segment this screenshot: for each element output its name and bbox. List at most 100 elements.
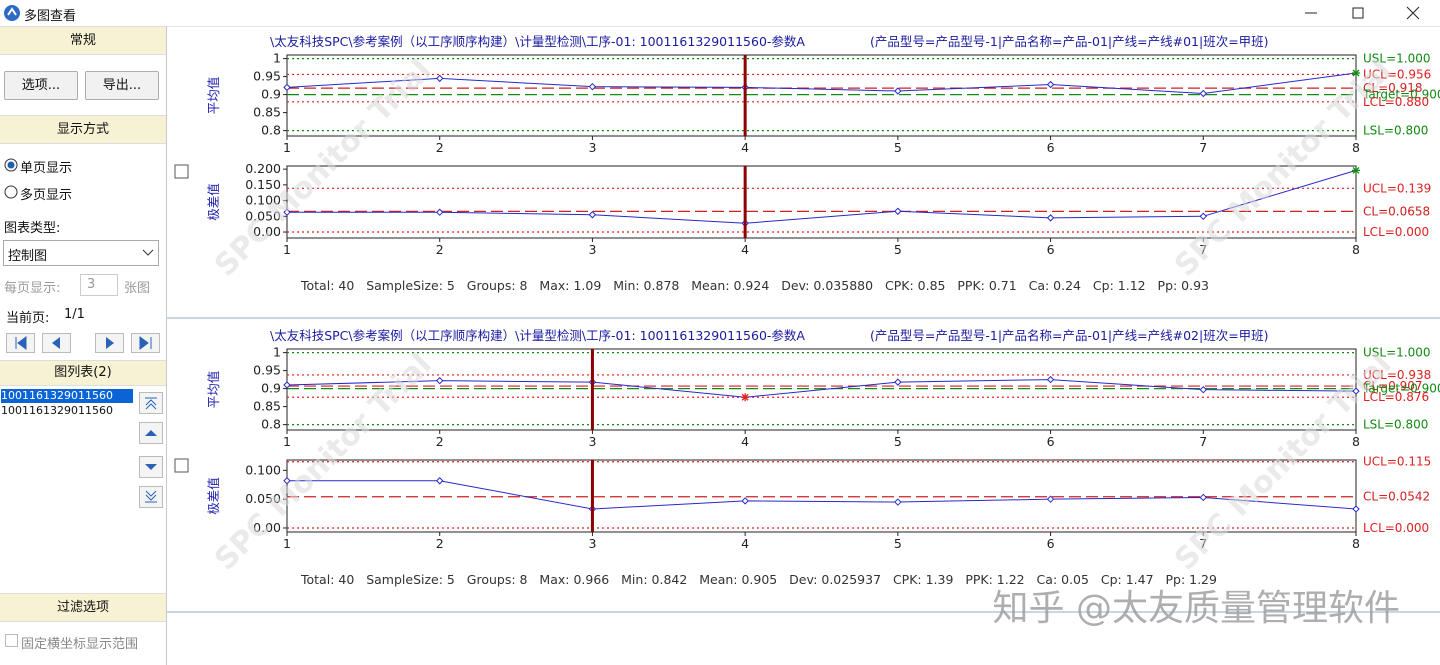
control-line-label: Target=0.900: [1362, 382, 1440, 396]
next-page-button[interactable]: [95, 333, 124, 353]
x-tick-label: 1: [283, 434, 291, 449]
data-point: [436, 208, 444, 216]
radio[interactable]: [4, 185, 18, 199]
control-line-label: CL=0.0542: [1363, 490, 1430, 504]
control-line-label: LCL=0.876: [1363, 390, 1429, 404]
stats-line: Total: 40 SampleSize: 5 Groups: 8 Max: 0…: [300, 572, 1217, 587]
list-item[interactable]: 1001161329011560: [1, 404, 113, 417]
x-tick-label: 8: [1352, 242, 1360, 257]
y-tick-label: 0.8: [261, 417, 281, 432]
panel-checkbox[interactable]: [174, 458, 189, 473]
data-point: [1046, 495, 1055, 503]
y-tick-label: 0.200: [245, 161, 281, 176]
move-top-button[interactable]: [139, 392, 163, 414]
data-line: [286, 379, 1357, 398]
control-line-label: LSL=0.800: [1363, 418, 1428, 432]
y-tick-label: 0.100: [245, 462, 281, 477]
x-tick-label: 3: [588, 434, 596, 449]
y-axis-label: 极差值: [206, 477, 221, 515]
alarm-point: [1352, 166, 1360, 175]
control-line-label: LCL=0.000: [1363, 521, 1429, 535]
section-heading: 图列表(2): [0, 360, 166, 386]
section-heading: 过滤选项: [0, 593, 166, 622]
first-page-button[interactable]: [6, 333, 35, 353]
y-tick-label: 0.95: [253, 69, 281, 84]
data-point: [283, 477, 291, 485]
x-tick-label: 7: [1199, 140, 1207, 155]
prev-page-button[interactable]: [42, 333, 71, 353]
alarm-point: [741, 393, 750, 402]
chart-area: \太友科技SPC\参考案例（以工序顺序构建）\计量型检测\工序-01: 1001…: [167, 34, 1440, 629]
radio-label[interactable]: 多页显示: [20, 188, 73, 203]
field-label: 每页显示:: [4, 281, 61, 296]
export-button[interactable]: 导出...: [85, 71, 159, 100]
control-line-label: LSL=0.800: [1363, 124, 1428, 138]
panel-condition: (产品型号=产品型号-1|产品名称=产品-01|产线=产线#01|班次=甲班): [870, 34, 1269, 49]
x-tick-label: 2: [436, 434, 444, 449]
chart-type-select[interactable]: 控制图: [3, 240, 159, 266]
title-bar: 多图查看: [0, 0, 1440, 27]
spinner-value: 3: [87, 277, 96, 292]
data-point: [283, 208, 291, 216]
control-line-label: LCL=0.880: [1363, 95, 1429, 109]
data-point: [894, 87, 902, 95]
field-label: 图表类型:: [4, 221, 61, 236]
x-tick-label: 4: [741, 434, 749, 449]
y-tick-label: 0.150: [245, 177, 281, 192]
panel-checkbox[interactable]: [174, 164, 189, 179]
x-tick-label: 4: [741, 140, 749, 155]
x-tick-label: 5: [894, 140, 902, 155]
x-tick-label: 2: [436, 242, 444, 257]
options-button[interactable]: 选项...: [4, 71, 78, 100]
data-point: [1046, 375, 1055, 384]
x-tick-label: 1: [283, 140, 291, 155]
x-tick-label: 7: [1199, 536, 1207, 551]
y-tick-label: 0.8: [261, 123, 281, 138]
control-line-label: USL=1.000: [1363, 52, 1431, 66]
section-heading: 显示方式: [0, 115, 166, 144]
x-tick-label: 3: [588, 536, 596, 551]
data-point: [1046, 214, 1055, 222]
x-tick-label: 5: [894, 434, 902, 449]
window-controls[interactable]: [1290, 0, 1440, 26]
app-icon: [4, 5, 20, 21]
radio-label[interactable]: 单页显示: [20, 161, 73, 176]
data-point: [283, 83, 291, 92]
y-axis-label: 平均值: [206, 371, 221, 409]
x-tick-label: 4: [741, 242, 749, 257]
data-point: [894, 378, 902, 386]
data-point: [1199, 212, 1207, 221]
per-page-spinner[interactable]: 3: [80, 274, 118, 296]
x-tick-label: 3: [588, 140, 596, 155]
plot-frame: [286, 165, 1357, 239]
checkbox-label[interactable]: 固定横坐标显示范围: [21, 637, 139, 652]
y-axis-label: 极差值: [206, 183, 221, 221]
stats-line: Total: 40 SampleSize: 5 Groups: 8 Max: 1…: [300, 278, 1209, 293]
control-line-label: UCL=0.956: [1363, 67, 1431, 81]
data-point: [894, 207, 902, 215]
data-point: [1199, 89, 1207, 98]
x-tick-label: 8: [1352, 536, 1360, 551]
plot-frame: [286, 54, 1357, 137]
panel-title: \太友科技SPC\参考案例（以工序顺序构建）\计量型检测\工序-01: 1001…: [270, 34, 805, 49]
move-up-button[interactable]: [139, 422, 163, 444]
y-tick-label: 0.85: [253, 399, 281, 414]
x-tick-label: 2: [436, 140, 444, 155]
y-tick-label: 0.100: [245, 193, 281, 208]
move-down-button[interactable]: [139, 456, 163, 478]
list-item-selected[interactable]: 1001161329011560: [1, 389, 133, 403]
x-tick-label: 8: [1352, 434, 1360, 449]
checkbox[interactable]: [5, 634, 18, 647]
data-point: [436, 74, 444, 83]
dropdown-arrow: [142, 249, 154, 256]
last-page-button[interactable]: [131, 333, 160, 353]
data-line: [287, 480, 1357, 510]
x-tick-label: 6: [1047, 434, 1055, 449]
y-tick-label: 1: [273, 345, 281, 360]
data-point: [1352, 505, 1360, 513]
radio-checked[interactable]: [4, 158, 18, 172]
sidebar: 常规 选项... 导出... 显示方式 单页显示 多页显示 图表类型: 控制图 …: [0, 26, 167, 665]
move-bottom-button[interactable]: [139, 486, 163, 508]
data-point: [436, 477, 444, 485]
data-line: [287, 169, 1357, 224]
